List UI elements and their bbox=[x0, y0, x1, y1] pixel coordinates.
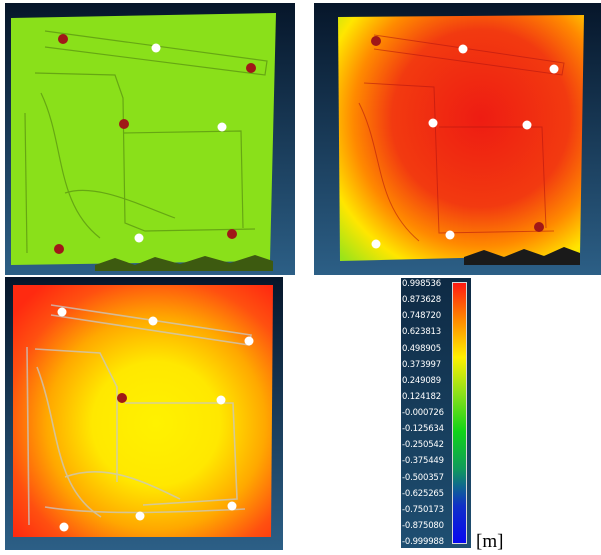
color-scale-tick: -0.000726 bbox=[402, 408, 444, 418]
marker-red bbox=[54, 244, 64, 254]
ground-debris bbox=[464, 247, 580, 265]
marker-white bbox=[428, 118, 438, 128]
marker-points bbox=[371, 36, 559, 249]
marker-white bbox=[458, 44, 468, 54]
color-scale-tick: -0.875080 bbox=[402, 520, 444, 531]
marker-white bbox=[371, 239, 381, 249]
unit-label: [m] bbox=[476, 531, 504, 552]
deviation-map-a-canvas bbox=[5, 3, 295, 275]
marker-red bbox=[119, 119, 129, 129]
color-scale-tick: 0.623813 bbox=[402, 327, 441, 338]
color-scale-tick: -0.375449 bbox=[402, 456, 444, 467]
marker-white bbox=[549, 64, 559, 74]
marker-white bbox=[227, 501, 237, 511]
marker-white bbox=[217, 122, 227, 132]
marker-white bbox=[57, 307, 67, 317]
marker-red bbox=[58, 34, 68, 44]
marker-white bbox=[134, 233, 144, 243]
marker-white bbox=[445, 230, 455, 240]
color-scale-bar bbox=[452, 282, 467, 544]
color-scale-tick: -0.999988 bbox=[402, 537, 444, 547]
marker-red bbox=[117, 393, 127, 403]
deviation-map-b-canvas bbox=[314, 3, 601, 275]
color-scale-tick: -0.750173 bbox=[402, 504, 444, 515]
deviation-map-panel-c bbox=[5, 277, 283, 550]
deviation-map-panel-a bbox=[5, 3, 295, 275]
color-scale-tick: 0.748720 bbox=[402, 311, 441, 322]
marker-white bbox=[135, 511, 145, 521]
surface-texture bbox=[26, 304, 252, 526]
marker-white bbox=[216, 395, 226, 405]
marker-points bbox=[57, 307, 254, 532]
marker-white bbox=[522, 120, 532, 130]
marker-white bbox=[244, 336, 254, 346]
marker-red bbox=[371, 36, 381, 46]
color-scale-tick: 0.498905 bbox=[402, 343, 441, 354]
ground-debris bbox=[95, 255, 273, 271]
color-scale-tick: 0.124182 bbox=[402, 391, 441, 402]
deviation-map-c-canvas bbox=[5, 277, 283, 550]
marker-white bbox=[151, 43, 161, 53]
marker-points bbox=[54, 34, 256, 254]
color-scale-tick: 0.873628 bbox=[402, 295, 441, 306]
marker-white bbox=[148, 316, 158, 326]
color-scale-tick: -0.625265 bbox=[402, 488, 444, 499]
marker-red bbox=[227, 229, 237, 239]
color-scale-tick: 0.249089 bbox=[402, 375, 441, 386]
point-cloud-surface bbox=[11, 13, 276, 265]
color-scale-tick-labels: 0.998536 0.873628 0.748720 0.623813 0.498905… bbox=[402, 278, 451, 548]
color-scale-tick: 0.998536 bbox=[402, 279, 441, 289]
marker-red bbox=[534, 222, 544, 232]
surface-texture bbox=[358, 34, 565, 242]
color-scale-tick: -0.500357 bbox=[402, 472, 444, 483]
point-cloud-surface bbox=[338, 15, 584, 261]
deviation-map-panel-b bbox=[314, 3, 601, 275]
color-scale-tick: -0.250542 bbox=[402, 440, 444, 451]
marker-red bbox=[246, 63, 256, 73]
marker-white bbox=[59, 522, 69, 532]
color-scale-tick: 0.373997 bbox=[402, 359, 441, 370]
color-scale-legend: 0.998536 0.873628 0.748720 0.623813 0.498905… bbox=[401, 278, 471, 548]
color-scale-tick: -0.125634 bbox=[402, 424, 444, 435]
